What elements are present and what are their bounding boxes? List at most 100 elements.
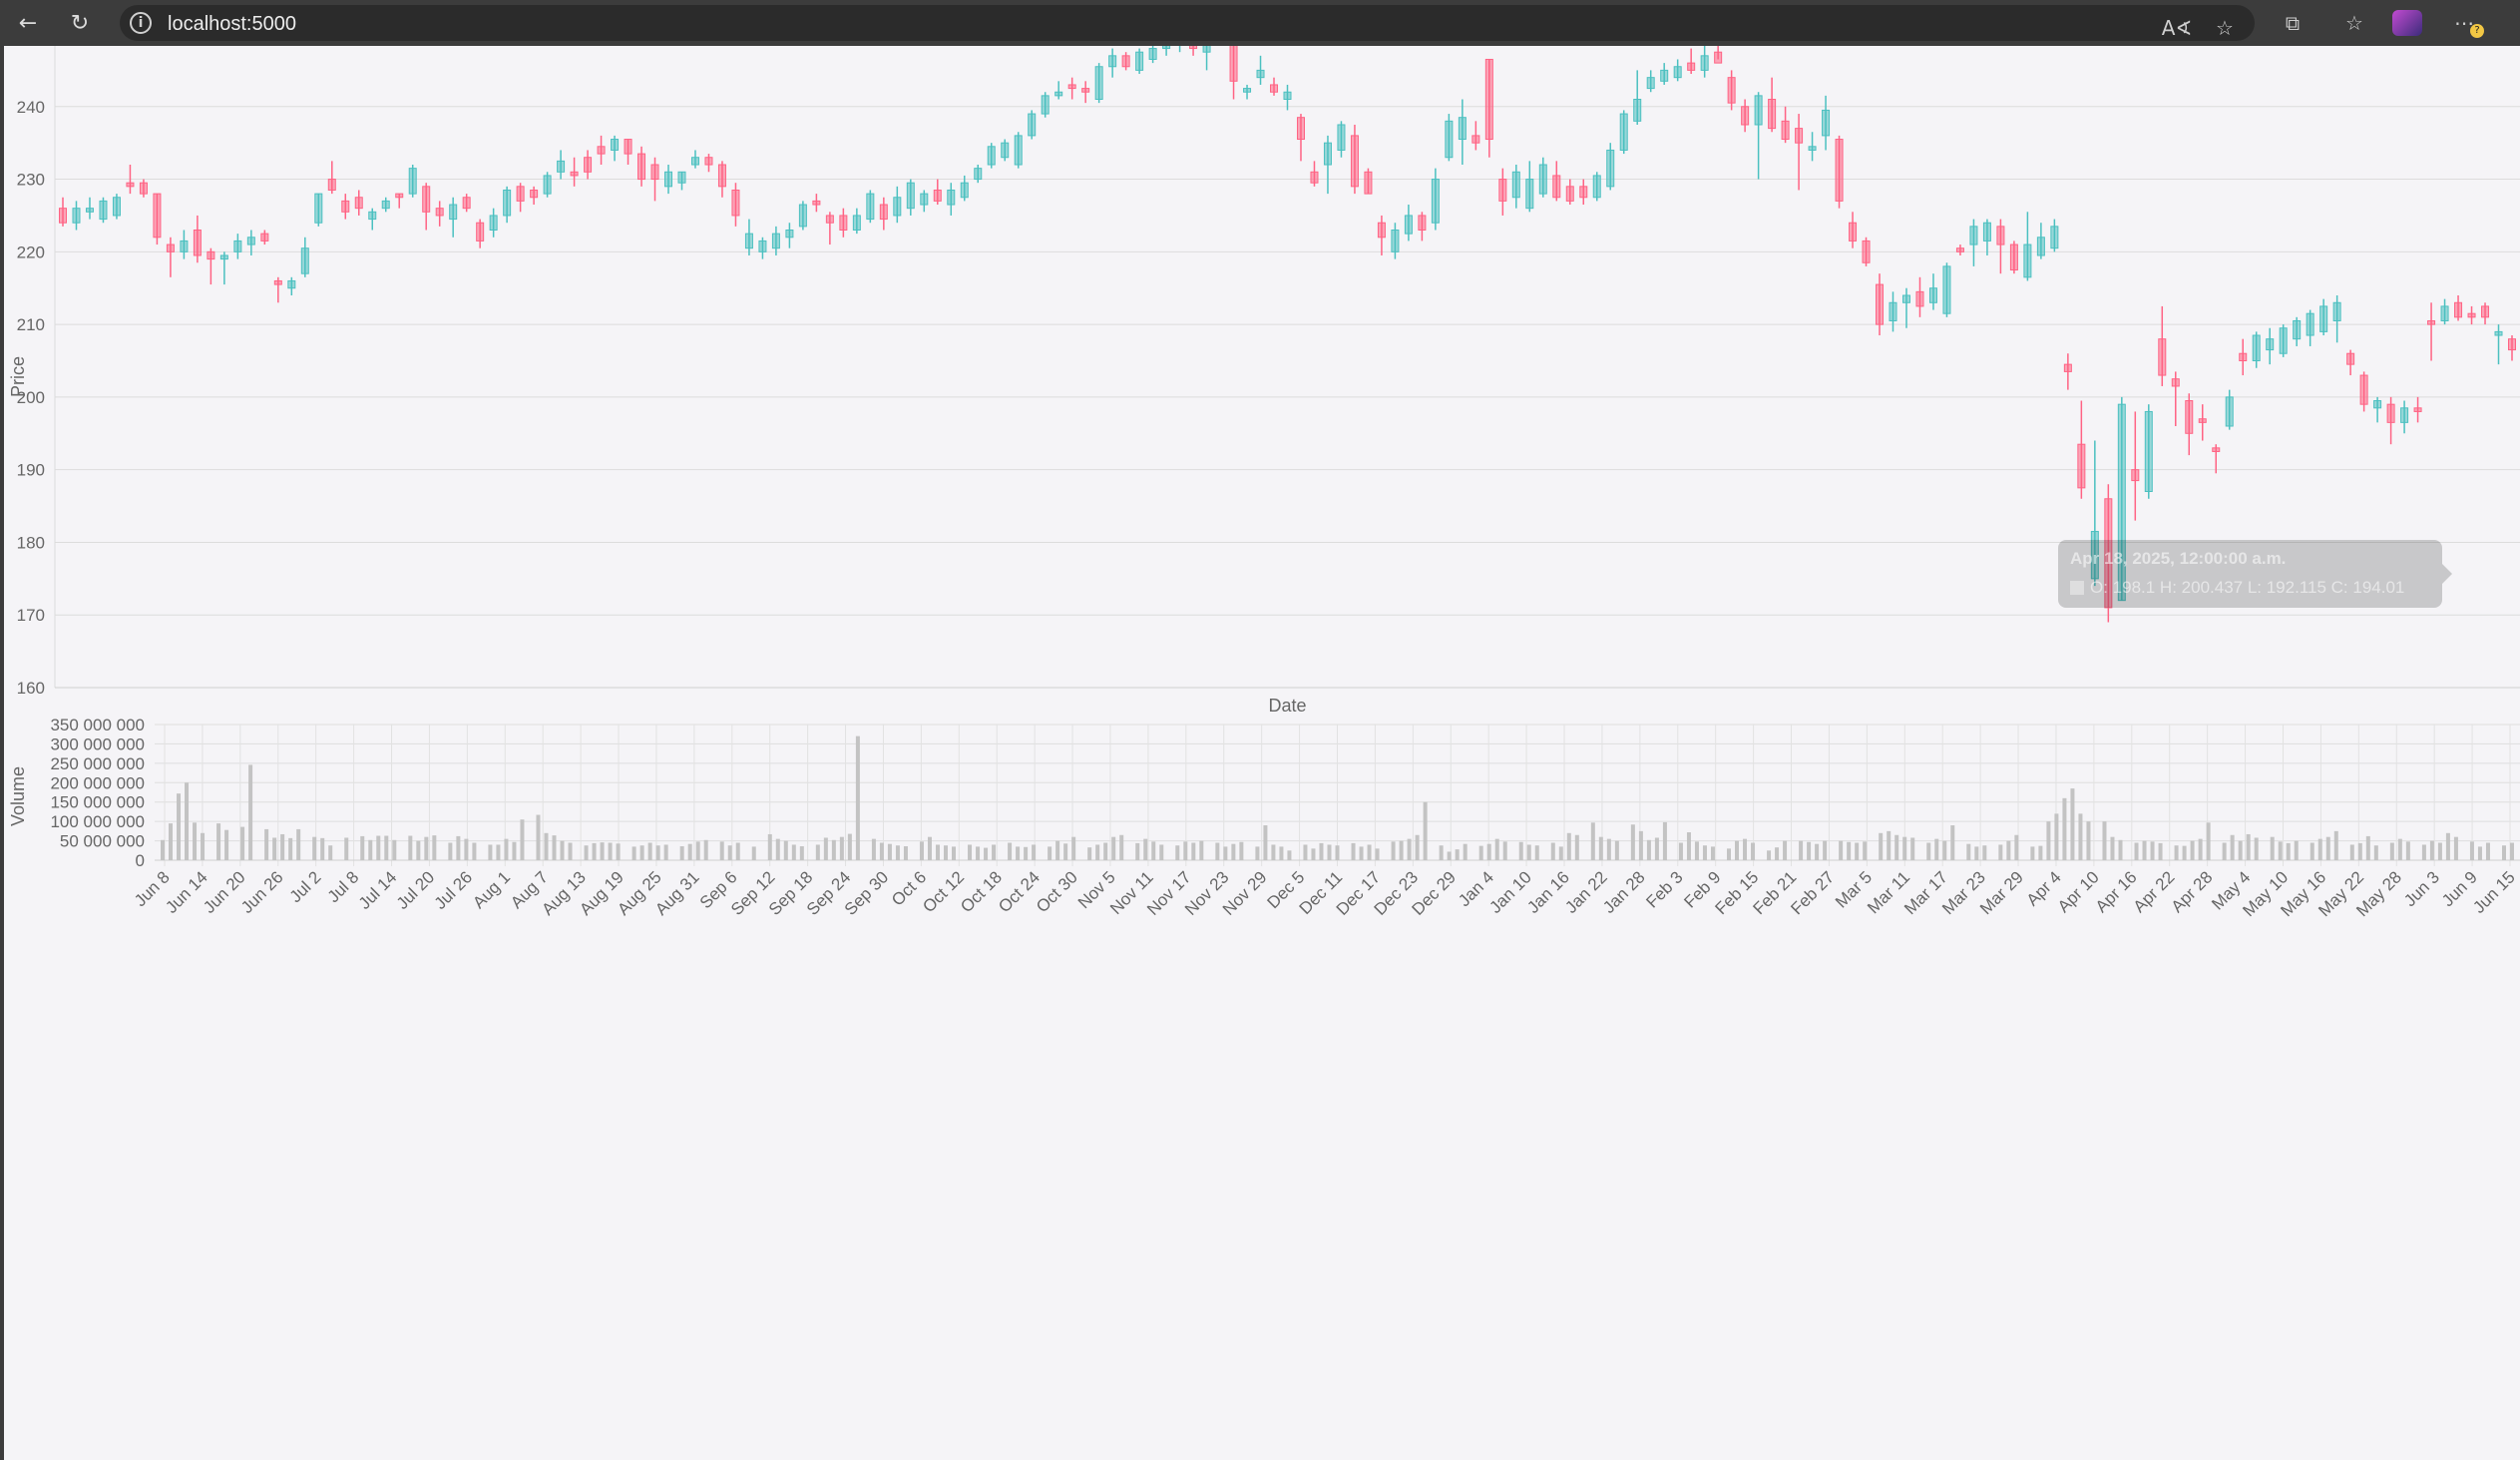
volume-bar[interactable] [1807,841,1812,860]
volume-bar[interactable] [1375,848,1380,860]
volume-bar[interactable] [2102,821,2107,860]
volume-bar[interactable] [1303,844,1308,860]
candle[interactable] [1862,237,1871,266]
candle[interactable] [381,197,390,213]
volume-bar[interactable] [631,846,636,860]
volume-bar[interactable] [2230,834,2235,860]
candle[interactable] [1525,161,1534,213]
candle[interactable] [1741,99,1750,133]
volume-bar[interactable] [2006,840,2011,860]
volume-bar[interactable] [1727,848,1731,860]
volume-bar[interactable] [592,842,597,860]
volume-bar[interactable] [1447,851,1452,860]
info-icon[interactable]: i [130,12,152,34]
volume-bar[interactable] [2310,842,2314,860]
candle[interactable] [395,193,404,209]
volume-bar[interactable] [2206,822,2211,860]
volume-bar[interactable] [2222,842,2227,860]
volume-bar[interactable] [161,839,165,860]
volume-bar[interactable] [927,836,932,860]
volume-bar[interactable] [903,846,908,860]
volume-bar[interactable] [464,838,469,860]
volume-bar[interactable] [296,828,301,860]
candle[interactable] [1876,273,1885,336]
volume-bar[interactable] [1119,834,1124,860]
candle[interactable] [974,165,983,184]
volume-bar[interactable] [1998,844,2003,860]
candle[interactable] [1565,179,1574,206]
volume-bar[interactable] [185,782,190,860]
volume-bar[interactable] [2030,846,2035,860]
candle[interactable] [2077,400,2086,499]
candle[interactable] [260,230,269,245]
candle[interactable] [677,171,686,191]
volume-bar[interactable] [1534,845,1539,860]
volume-bar[interactable] [177,793,182,860]
volume-bar[interactable] [775,838,780,860]
candle[interactable] [1094,63,1103,104]
candle[interactable] [1121,52,1130,71]
volume-bar[interactable] [416,840,421,860]
star-icon[interactable]: ☆ [2216,16,2234,40]
volume-bar[interactable] [2062,797,2067,860]
candle[interactable] [2036,223,2045,259]
volume-bar[interactable] [1902,836,1907,860]
volume-bar[interactable] [193,822,198,860]
volume-bar[interactable] [1032,844,1037,860]
candle[interactable] [2346,349,2355,376]
candle[interactable] [207,247,215,285]
candle[interactable] [2252,331,2261,368]
volume-bar[interactable] [1847,841,1852,860]
volume-bar[interactable] [2429,840,2434,860]
candle[interactable] [1377,215,1386,255]
volume-bar[interactable] [376,835,381,860]
volume-bar[interactable] [1887,830,1891,860]
volume-bar[interactable] [1879,832,1884,860]
candle[interactable] [2198,404,2207,441]
volume-bar[interactable] [895,845,900,860]
candle[interactable] [2185,393,2194,456]
candle[interactable] [462,194,471,213]
candle[interactable] [2454,295,2463,321]
candle[interactable] [1781,106,1790,144]
volume-bar[interactable] [1614,840,1619,860]
candle[interactable] [516,183,525,213]
volume-bar[interactable] [2349,844,2354,860]
candle[interactable] [893,186,902,224]
volume-bar[interactable] [1974,846,1979,860]
candle[interactable] [489,208,498,238]
candle[interactable] [233,234,242,259]
candle[interactable] [1296,114,1305,162]
candle[interactable] [219,251,228,285]
volume-bar[interactable] [2078,813,2083,860]
volume-bar[interactable] [663,844,668,860]
candle[interactable] [1458,99,1467,166]
volume-bar-series[interactable] [161,735,2514,860]
volume-bar[interactable] [616,843,621,860]
candle[interactable] [476,219,485,248]
volume-bar[interactable] [2325,836,2330,860]
volume-bar[interactable] [328,845,333,860]
volume-bar[interactable] [560,840,565,860]
volume-bar[interactable] [871,838,876,860]
profile-avatar[interactable] [2392,10,2422,36]
candle[interactable] [2373,396,2382,423]
volume-bar[interactable] [288,837,293,860]
volume-bar[interactable] [2437,842,2442,860]
volume-bar[interactable] [1391,841,1396,860]
candle[interactable] [193,215,202,263]
volume-bar[interactable] [992,844,997,860]
candle[interactable] [72,201,81,231]
candle[interactable] [1754,92,1763,180]
volume-bar[interactable] [216,823,221,860]
volume-bar[interactable] [1239,841,1244,860]
candle[interactable] [153,193,162,245]
volume-bar[interactable] [448,842,453,860]
candle[interactable] [1714,46,1723,64]
candle[interactable] [1135,48,1144,75]
volume-bar[interactable] [1638,830,1643,860]
address-bar[interactable]: i localhost:5000 A∢ ☆ [120,5,2255,41]
volume-bar[interactable] [984,847,989,860]
volume-bar[interactable] [2086,821,2091,860]
volume-bar[interactable] [1710,846,1715,860]
